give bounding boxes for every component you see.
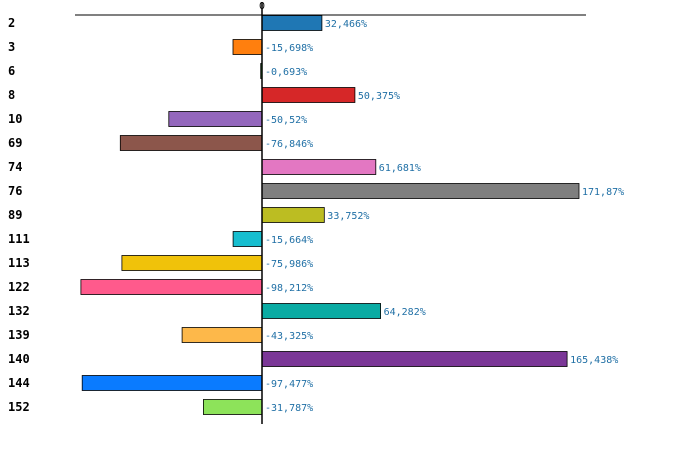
- bar-111: [232, 231, 263, 247]
- value-label-111: -15,664%: [265, 235, 313, 246]
- value-label-122: -98,212%: [265, 283, 313, 294]
- bar-152: [202, 399, 263, 415]
- value-label-10: -50,52%: [265, 115, 307, 126]
- category-label-6: 6: [8, 64, 15, 78]
- bar-69: [119, 135, 263, 151]
- category-label-122: 122: [8, 280, 30, 294]
- category-label-69: 69: [8, 136, 22, 150]
- category-label-139: 139: [8, 328, 30, 342]
- value-label-69: -76,846%: [265, 139, 313, 150]
- value-label-152: -31,787%: [265, 403, 313, 414]
- value-label-2: 32,466%: [325, 19, 367, 30]
- category-label-152: 152: [8, 400, 30, 414]
- bar-10: [168, 111, 263, 127]
- category-label-76: 76: [8, 184, 22, 198]
- value-label-74: 61,681%: [379, 163, 421, 174]
- category-label-140: 140: [8, 352, 30, 366]
- bar-139: [181, 327, 263, 343]
- bar-113: [121, 255, 263, 271]
- value-label-76: 171,87%: [582, 187, 624, 198]
- category-label-10: 10: [8, 112, 22, 126]
- bar-122: [80, 279, 263, 295]
- bar-89: [261, 207, 325, 223]
- category-label-8: 8: [8, 88, 15, 102]
- bar-8: [261, 87, 356, 103]
- value-label-113: -75,986%: [265, 259, 313, 270]
- bar-3: [232, 39, 263, 55]
- value-label-140: 165,438%: [570, 355, 618, 366]
- category-label-3: 3: [8, 40, 15, 54]
- value-label-89: 33,752%: [327, 211, 369, 222]
- value-label-139: -43,325%: [265, 331, 313, 342]
- bar-2: [261, 15, 323, 31]
- category-label-132: 132: [8, 304, 30, 318]
- value-label-8: 50,375%: [358, 91, 400, 102]
- bar-144: [81, 375, 263, 391]
- category-label-2: 2: [8, 16, 15, 30]
- category-label-144: 144: [8, 376, 30, 390]
- bar-74: [261, 159, 377, 175]
- value-label-132: 64,282%: [384, 307, 426, 318]
- category-label-113: 113: [8, 256, 30, 270]
- value-label-6: -0,693%: [265, 67, 307, 78]
- bar-132: [261, 303, 381, 319]
- bars-group: 2 32,466% 3 -15,698% 6 -0,693% 8 50,375% 10 -50,5…: [8, 15, 624, 415]
- bar-140: [261, 351, 568, 367]
- category-label-111: 111: [8, 232, 30, 246]
- bar-76: [261, 183, 580, 199]
- category-label-74: 74: [8, 160, 22, 174]
- category-label-89: 89: [8, 208, 22, 222]
- value-label-144: -97,477%: [265, 379, 313, 390]
- value-label-3: -15,698%: [265, 43, 313, 54]
